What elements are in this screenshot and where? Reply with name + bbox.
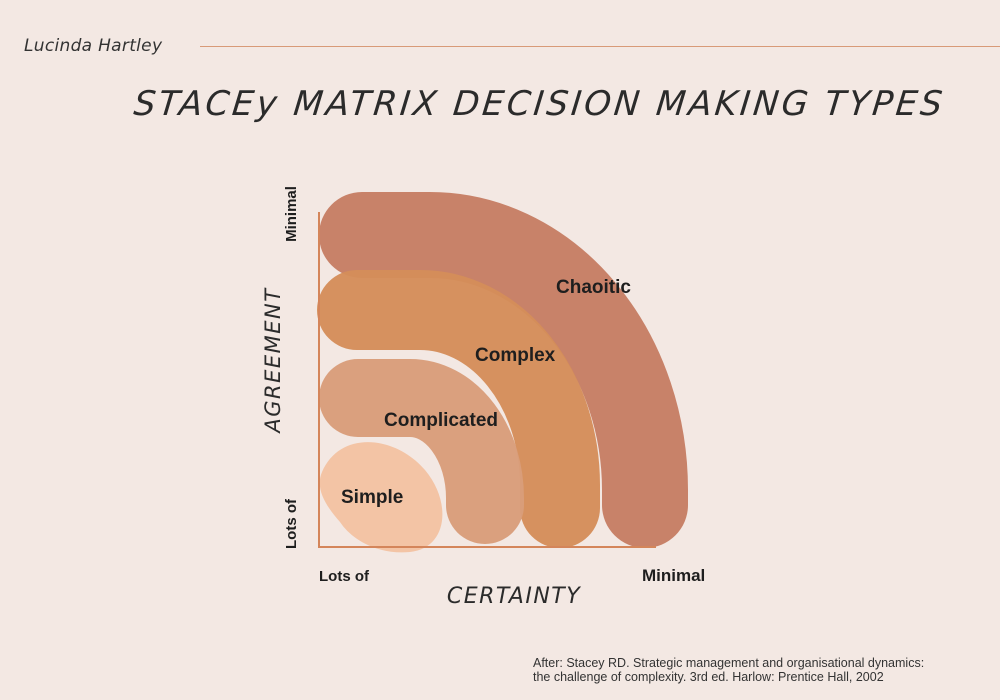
citation-line-1: After: Stacey RD. Strategic management a…: [533, 656, 925, 670]
x-axis-left-label: Lots of: [319, 568, 370, 585]
zone-complex-band: [317, 270, 600, 548]
zone-label-chaotic: Chaoitic: [556, 277, 631, 298]
y-axis-title: AGREEMENT: [261, 287, 285, 435]
y-axis-bottom-label: Lots of: [283, 498, 300, 549]
y-axis-top-label: Minimal: [283, 186, 300, 242]
citation-footer: After: Stacey RD. Strategic management a…: [533, 656, 993, 684]
x-axis-title: CERTAINTY: [447, 584, 581, 609]
zone-chaotic-band: [319, 192, 688, 548]
zone-label-complex: Complex: [475, 345, 556, 366]
zone-label-complicated: Complicated: [384, 410, 498, 431]
author-name: Lucinda Hartley: [24, 36, 163, 56]
zone-simple-blob: [319, 442, 443, 553]
header-divider: [200, 46, 1000, 47]
zone-label-simple: Simple: [341, 487, 403, 508]
citation-line-2: the challenge of complexity. 3rd ed. Har…: [533, 670, 884, 684]
zone-complicated-band: [319, 359, 524, 544]
x-axis-right-label: Minimal: [642, 566, 705, 585]
